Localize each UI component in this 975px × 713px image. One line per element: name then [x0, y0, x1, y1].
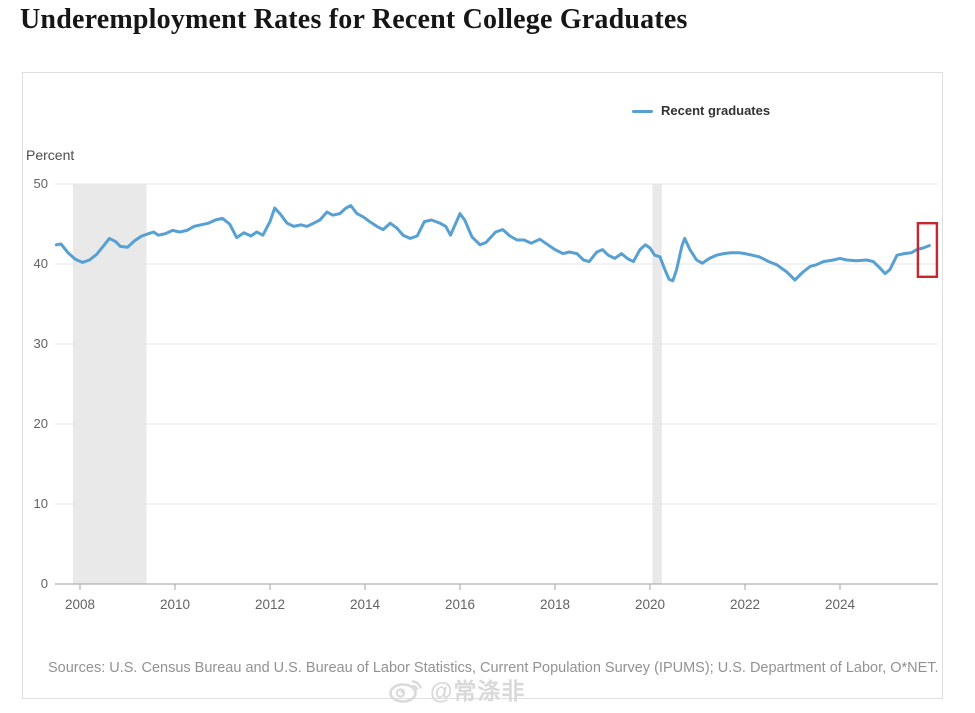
watermark-text: @常涤非 — [430, 678, 526, 704]
x-tick-label: 2008 — [64, 597, 96, 612]
x-tick-label: 2012 — [254, 597, 286, 612]
x-tick-label: 2022 — [729, 597, 761, 612]
page-title: Underemployment Rates for Recent College… — [20, 4, 688, 35]
y-axis-title: Percent — [26, 147, 75, 163]
y-tick-label: 30 — [33, 336, 48, 351]
legend-label: Recent graduates — [661, 103, 771, 118]
x-tick-label: 2020 — [634, 597, 666, 612]
y-tick-label: 0 — [40, 576, 48, 591]
source-note: Sources: U.S. Census Bureau and U.S. Bur… — [48, 660, 939, 676]
x-tick-label: 2014 — [349, 597, 381, 612]
x-tick-label: 2016 — [444, 597, 476, 612]
watermark: @常涤非 — [388, 672, 525, 706]
x-tick-label: 2024 — [824, 597, 856, 612]
chart-panel — [22, 72, 943, 699]
y-tick-label: 20 — [33, 416, 48, 431]
chart-legend: Recent graduates — [632, 103, 770, 118]
y-tick-label: 10 — [33, 496, 48, 511]
weibo-logo-icon — [389, 680, 422, 703]
x-tick-label: 2010 — [159, 597, 191, 612]
x-tick-label: 2018 — [539, 597, 571, 612]
y-tick-label: 50 — [33, 176, 48, 191]
legend-line-swatch — [632, 109, 653, 114]
y-tick-label: 40 — [33, 256, 48, 271]
